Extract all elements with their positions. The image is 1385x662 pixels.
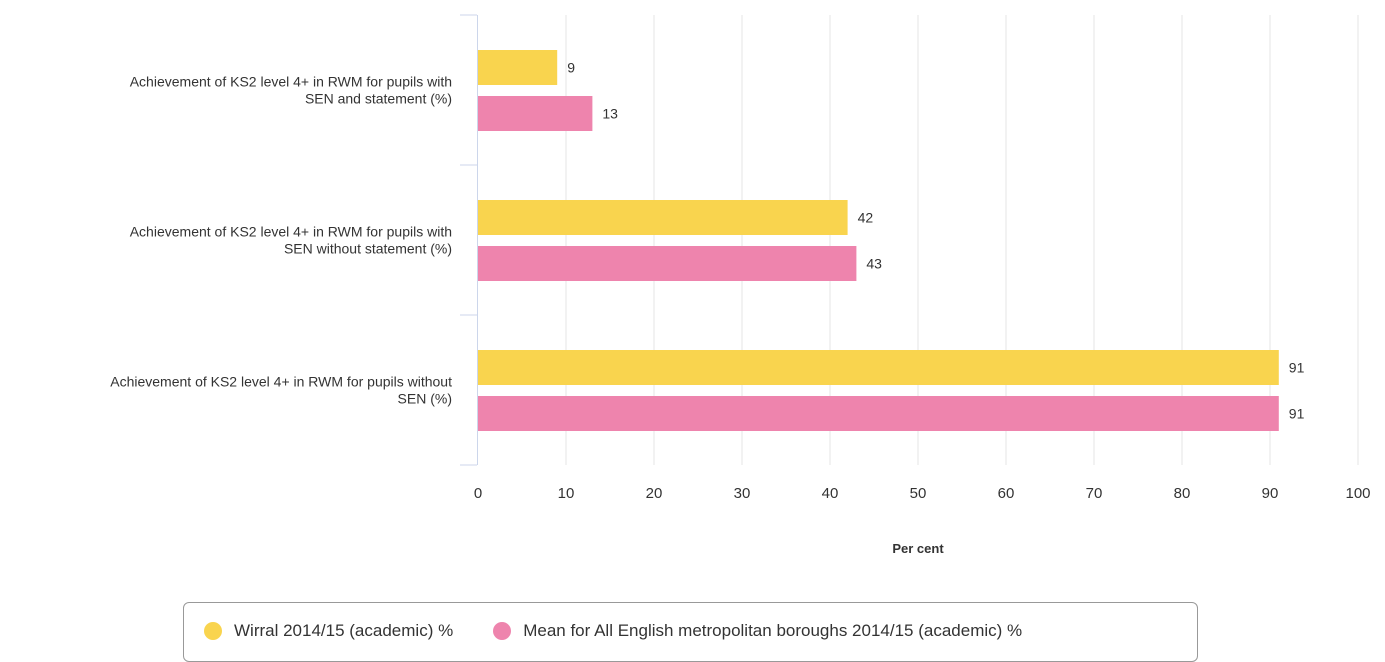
bar-mean[interactable]	[478, 96, 592, 131]
data-label: 43	[866, 256, 882, 272]
category-label: Achievement of KS2 level 4+ in RWM for p…	[130, 224, 452, 257]
legend-label-wirral: Wirral 2014/15 (academic) %	[234, 621, 453, 641]
x-axis-title: Per cent	[892, 541, 944, 556]
category-label: Achievement of KS2 level 4+ in RWM for p…	[110, 374, 452, 407]
bar-wirral[interactable]	[478, 200, 848, 235]
value-axis-ticks: 0 10 20 30 40 50 60 70 80 90 100	[474, 485, 1371, 502]
legend-label-mean: Mean for All English metropolitan boroug…	[523, 621, 1022, 641]
x-tick-label: 100	[1345, 485, 1370, 502]
x-tick-label: 70	[1086, 485, 1103, 502]
legend-item-wirral[interactable]: Wirral 2014/15 (academic) %	[204, 621, 453, 641]
data-label: 42	[858, 210, 874, 226]
bar-wirral[interactable]	[478, 50, 557, 85]
x-tick-label: 60	[998, 485, 1015, 502]
legend-swatch-mean	[493, 622, 511, 640]
legend-item-mean[interactable]: Mean for All English metropolitan boroug…	[493, 621, 1022, 641]
bar-mean[interactable]	[478, 396, 1279, 431]
x-tick-label: 90	[1262, 485, 1279, 502]
legend: Wirral 2014/15 (academic) % Mean for All…	[183, 602, 1198, 662]
x-tick-label: 80	[1174, 485, 1191, 502]
category-label: Achievement of KS2 level 4+ in RWM for p…	[130, 74, 452, 107]
legend-swatch-wirral	[204, 622, 222, 640]
data-label: 13	[602, 106, 618, 122]
x-tick-label: 40	[822, 485, 839, 502]
data-label: 9	[567, 60, 575, 76]
category-axis: Achievement of KS2 level 4+ in RWM for p…	[110, 15, 477, 465]
bar-chart: 9 42 91 13 43 91 Achievement of KS2 level 4+ …	[0, 0, 1385, 600]
bar-wirral[interactable]	[478, 350, 1279, 385]
x-tick-label: 50	[910, 485, 927, 502]
x-tick-label: 10	[558, 485, 575, 502]
bar-mean[interactable]	[478, 246, 856, 281]
x-tick-label: 30	[734, 485, 751, 502]
x-tick-label: 0	[474, 485, 482, 502]
x-tick-label: 20	[646, 485, 663, 502]
bars	[478, 50, 1279, 431]
data-label: 91	[1289, 360, 1305, 376]
data-label: 91	[1289, 406, 1305, 422]
